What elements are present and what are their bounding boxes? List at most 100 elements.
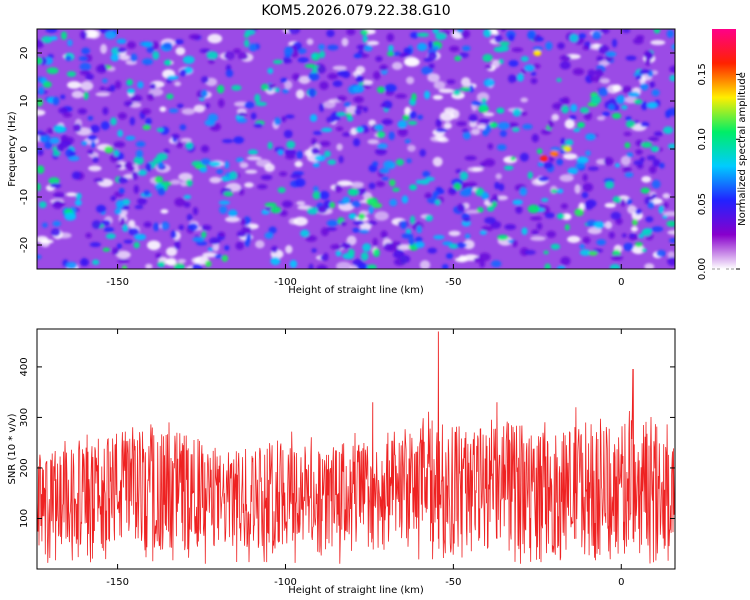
heatmap-cell (515, 205, 523, 214)
heatmap-cell (304, 63, 317, 69)
heatmap-gap (264, 163, 275, 173)
heatmap-cell (337, 70, 350, 77)
heatmap-cell (117, 112, 127, 120)
heatmap-gap (336, 261, 352, 269)
heatmap-cell (247, 149, 259, 155)
heatmap-cell (316, 264, 328, 269)
heatmap-cell (352, 84, 365, 93)
heatmap-cell (653, 29, 661, 34)
snr-x-axis: -150 -100 -50 0 (106, 329, 624, 588)
heatmap-cell (115, 199, 125, 209)
heatmap-cell (612, 195, 622, 204)
heatmap-hotspot (556, 213, 565, 220)
heatmap-cell (622, 166, 632, 174)
heatmap-cell (474, 187, 485, 197)
heatmap-cell (117, 47, 127, 53)
spectrogram-x-label: Height of straight line (km) (288, 285, 424, 296)
heatmap-cell (482, 53, 493, 63)
heatmap-cell (285, 154, 296, 160)
heatmap-gap (433, 80, 446, 90)
heatmap-gap (448, 230, 461, 237)
heatmap-cell (624, 172, 634, 178)
heatmap-cell (478, 252, 491, 262)
heatmap-cell (486, 205, 495, 212)
heatmap-cell (316, 65, 326, 74)
heatmap-cell (483, 78, 495, 88)
spectrogram-y-tick-label: 20 (19, 47, 30, 60)
heatmap-gap (559, 174, 574, 182)
heatmap-cell (73, 123, 82, 133)
heatmap-cell (185, 179, 193, 187)
heatmap-cell (353, 96, 364, 103)
heatmap-cell (37, 131, 48, 137)
heatmap-cell (201, 224, 212, 231)
heatmap-cell (218, 200, 230, 205)
heatmap-gap (367, 139, 380, 145)
heatmap-cell (512, 127, 520, 133)
heatmap-gap (567, 235, 581, 243)
heatmap-gap (374, 211, 389, 221)
heatmap-cell (540, 129, 552, 135)
heatmap-cell (389, 179, 396, 187)
heatmap-cell (375, 55, 383, 62)
heatmap-cell (92, 156, 99, 163)
heatmap-cell (131, 171, 139, 181)
heatmap-cell (52, 151, 61, 156)
heatmap-cell (174, 39, 184, 45)
heatmap-gap (170, 179, 181, 185)
heatmap-cell (229, 171, 238, 180)
heatmap-cell (432, 191, 440, 197)
heatmap-cell (200, 145, 210, 153)
heatmap-cell (572, 68, 585, 76)
heatmap-cell (428, 63, 435, 69)
heatmap-cell (255, 101, 268, 107)
heatmap-cell (590, 75, 601, 83)
heatmap-cell (397, 128, 408, 137)
heatmap-cell (157, 187, 166, 196)
heatmap-cell (484, 217, 496, 225)
heatmap-cell (392, 187, 400, 192)
heatmap-gap (116, 250, 131, 259)
heatmap-cell (207, 247, 214, 252)
heatmap-cell (556, 265, 566, 269)
heatmap-gap (160, 209, 169, 214)
heatmap-cell (67, 39, 73, 47)
heatmap-cell (402, 114, 410, 121)
heatmap-cell (536, 222, 543, 230)
heatmap-cell (117, 176, 128, 184)
heatmap-cell (507, 122, 519, 129)
heatmap-cell (543, 250, 549, 255)
heatmap-cell (260, 83, 269, 91)
heatmap-cell (118, 187, 125, 194)
heatmap-cell (432, 29, 440, 34)
heatmap-cell (286, 140, 296, 149)
heatmap-cell (641, 141, 653, 148)
heatmap-cell (111, 247, 120, 255)
heatmap-cell (362, 243, 372, 252)
heatmap-cell (130, 53, 138, 63)
heatmap-cell (160, 181, 173, 187)
heatmap-cell (631, 218, 638, 226)
heatmap-cell (204, 260, 212, 268)
heatmap-cell (548, 120, 554, 129)
heatmap-gap (470, 128, 481, 136)
heatmap-cell (359, 229, 370, 234)
heatmap-cell (669, 65, 675, 74)
heatmap-gap (472, 166, 484, 172)
heatmap-cell (168, 108, 179, 113)
heatmap-cell (483, 158, 496, 167)
heatmap-cell (456, 121, 467, 127)
heatmap-gap (295, 89, 305, 99)
heatmap-gap (193, 104, 206, 113)
heatmap-cell (499, 41, 510, 46)
heatmap-cell (560, 203, 568, 210)
heatmap-cell (58, 107, 69, 114)
heatmap-cell (297, 57, 309, 63)
heatmap-cell (267, 141, 273, 150)
heatmap-gap (496, 195, 509, 201)
heatmap-cell (579, 107, 590, 114)
heatmap-cell (244, 237, 250, 247)
heatmap-gap (463, 239, 475, 250)
heatmap-gap (355, 65, 366, 74)
heatmap-cell (601, 111, 611, 117)
